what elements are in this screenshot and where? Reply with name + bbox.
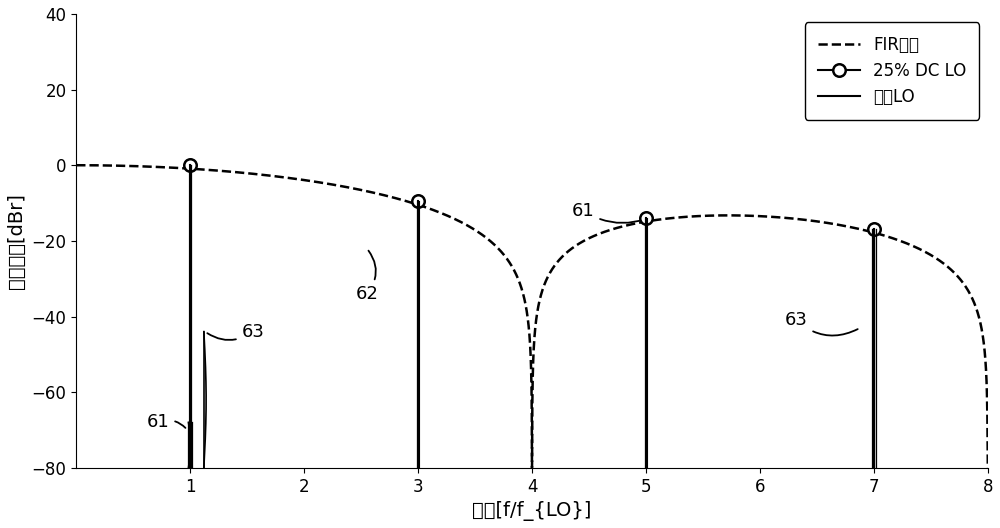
FIR响应 [526,465,538,471]
FIR响应 [249,171,261,177]
FIR响应 [934,258,946,264]
Text: 63: 63 [785,312,858,336]
FIR响应 [516,286,528,293]
Text: 63: 63 [207,323,264,341]
Y-axis label: 相对幅值[dBr]: 相对幅值[dBr] [7,193,26,289]
X-axis label: 频率[f/f_{LO}]: 频率[f/f_{LO}] [472,501,592,521]
FIR响应 [982,465,994,471]
FIR响应 [108,163,120,169]
Legend: FIR响应, 25% DC LO, 有效LO: FIR响应, 25% DC LO, 有效LO [805,22,979,120]
Line: FIR响应: FIR响应 [76,165,988,468]
FIR响应 [70,162,82,168]
Text: 61: 61 [572,202,646,223]
FIR响应 [125,163,137,169]
FIR响应 [74,162,86,168]
Text: 61: 61 [147,413,185,431]
Text: 62: 62 [355,251,378,303]
